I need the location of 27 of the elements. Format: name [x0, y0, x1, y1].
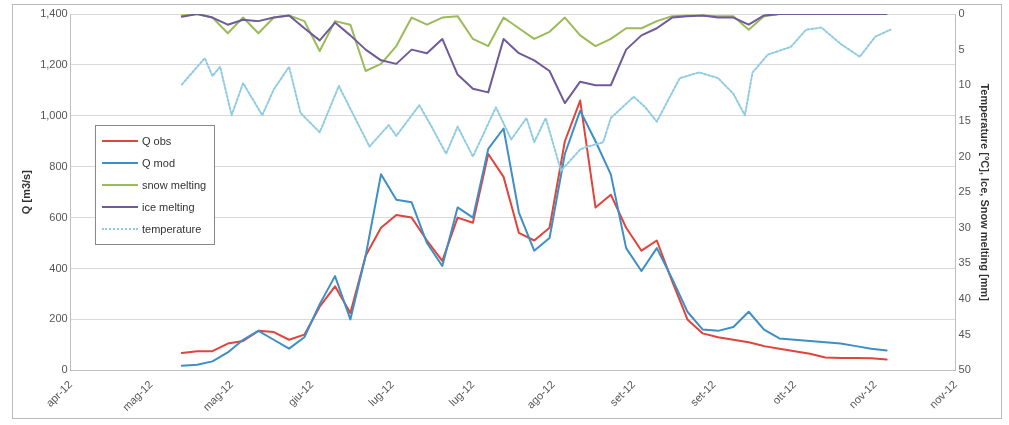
- y2-tick-label: 35: [958, 256, 971, 269]
- y2-tick-label: 25: [958, 185, 971, 198]
- legend-label: ice melting: [142, 201, 195, 213]
- y2-tick-label: 45: [958, 327, 971, 340]
- legend-label: snow melting: [142, 179, 207, 191]
- y-tick-label: 800: [49, 159, 68, 172]
- y-axis-title: Q [m3/s]: [19, 169, 32, 215]
- y-tick-label: 1,000: [40, 108, 68, 121]
- legend-label: Q mod: [142, 157, 176, 169]
- y-tick-label: 600: [49, 210, 68, 223]
- y2-tick-label: 50: [958, 363, 971, 376]
- y2-tick-label: 15: [958, 113, 971, 126]
- y2-tick-label: 0: [958, 7, 965, 20]
- y-tick-label: 400: [49, 261, 68, 274]
- y-tick-label: 1,400: [40, 7, 68, 20]
- y2-tick-label: 10: [958, 78, 971, 91]
- y2-tick-label: 30: [958, 220, 971, 233]
- y2-tick-label: 40: [958, 292, 971, 305]
- y-tick-label: 1,200: [40, 57, 68, 70]
- y-tick-label: 0: [61, 363, 68, 376]
- y-tick-label: 200: [49, 312, 68, 325]
- legend-label: temperature: [142, 223, 202, 235]
- y2-tick-label: 20: [958, 149, 971, 162]
- y2-tick-label: 5: [958, 42, 965, 55]
- y2-axis-title: Temperature [°C], Ice, Snow melting [mm]: [979, 83, 992, 302]
- line-series: [180, 26, 892, 172]
- legend-label: Q obs: [142, 135, 172, 147]
